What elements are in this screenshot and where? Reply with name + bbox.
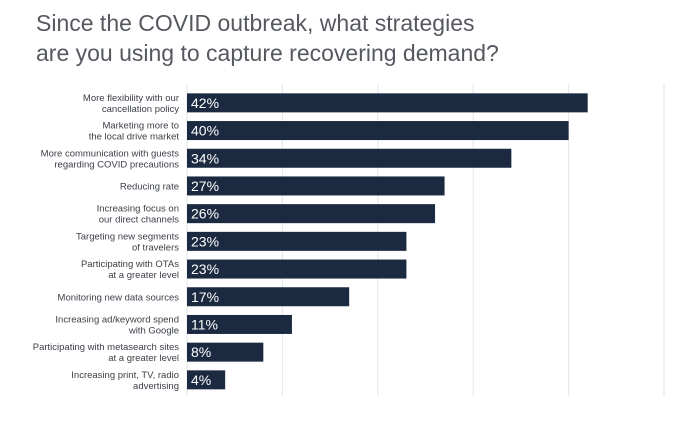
chart-title: Since the COVID outbreak, what strategie… [36, 8, 676, 68]
category-label: at a greater level [108, 353, 179, 364]
bar [187, 93, 588, 113]
bar [187, 259, 407, 279]
bar [187, 370, 226, 390]
category-label: advertising [133, 381, 179, 392]
category-label: Targeting new segments [76, 231, 179, 242]
bar-value-label: 26% [191, 206, 219, 222]
bar-value-label: 42% [191, 95, 219, 111]
bar [187, 121, 569, 141]
category-label: with Google [128, 325, 179, 336]
bar-value-label: 8% [191, 344, 211, 360]
category-label: Marketing more to [102, 121, 179, 132]
category-label: our direct channels [99, 215, 180, 226]
category-label: regarding COVID precautions [54, 159, 179, 170]
category-label: More flexibility with our [83, 93, 179, 104]
chart-title-line-1: Since the COVID outbreak, what strategie… [36, 10, 475, 36]
category-label: Participating with metasearch sites [33, 342, 180, 353]
bar-value-label: 11% [191, 316, 218, 332]
category-label: Reducing rate [120, 181, 179, 192]
bar-value-label: 34% [191, 150, 219, 166]
category-label: at a greater level [108, 270, 179, 281]
category-label: Increasing print, TV, radio [71, 370, 179, 381]
bar [187, 204, 436, 224]
bar [187, 148, 512, 168]
category-label: Increasing ad/keyword spend [55, 314, 179, 325]
bar [187, 176, 445, 196]
category-label: Monitoring new data sources [58, 292, 180, 303]
category-label: of travelers [132, 242, 179, 253]
bar [187, 342, 264, 362]
category-label: cancellation policy [102, 104, 179, 115]
bar-value-label: 40% [191, 123, 219, 139]
bar [187, 287, 350, 307]
category-label: More communication with guests [41, 148, 180, 159]
bar [187, 314, 292, 334]
bar-value-label: 23% [191, 261, 219, 277]
bar-value-label: 23% [191, 233, 219, 249]
chart-title-line-2: are you using to capture recovering dema… [36, 40, 499, 66]
bar-value-label: 4% [191, 372, 211, 388]
category-label: the local drive market [89, 132, 180, 143]
bar-value-label: 17% [191, 289, 219, 305]
category-label: Increasing focus on [97, 204, 179, 215]
bar-value-label: 27% [191, 178, 219, 194]
category-label: Participating with OTAs [81, 259, 179, 270]
bar [187, 231, 407, 251]
